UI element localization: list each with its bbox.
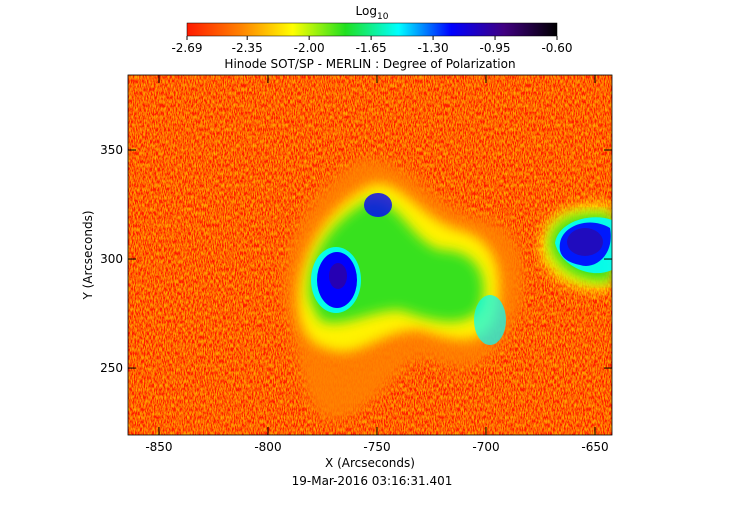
- colorbar-label-text: Log: [356, 4, 377, 18]
- map-region: [474, 295, 506, 345]
- plot-frame: [127, 74, 613, 436]
- colorbar-tick-label: -1.30: [418, 41, 449, 55]
- colorbar-tick-label: -2.00: [294, 41, 325, 55]
- colorbar-label: Log10: [356, 4, 389, 22]
- x-tick-label: -700: [472, 440, 499, 454]
- colorbar-tick-label: -1.65: [356, 41, 387, 55]
- heatmap-image: [128, 75, 612, 435]
- y-tick-label: 250: [100, 361, 123, 375]
- map-region: [364, 193, 392, 217]
- x-axis-title: X (Arcseconds): [325, 456, 415, 470]
- colorbar-tick-label: -2.35: [232, 41, 263, 55]
- x-tick-label: -800: [254, 440, 281, 454]
- y-axis-title: Y (Arcseconds): [81, 210, 95, 300]
- y-tick-label: 350: [100, 143, 123, 157]
- x-tick-label: -850: [145, 440, 172, 454]
- colorbar: [186, 22, 558, 37]
- x-tick-label: -650: [581, 440, 608, 454]
- colorbar-tick-label: -0.95: [480, 41, 511, 55]
- x-tick-label: -750: [363, 440, 390, 454]
- timestamp: 19-Mar-2016 03:16:31.401: [292, 474, 453, 488]
- colorbar-label-subscript: 10: [377, 12, 389, 22]
- y-tick-label: 300: [100, 252, 123, 266]
- chart-title: Hinode SOT/SP - MERLIN : Degree of Polar…: [224, 57, 515, 71]
- map-region: [329, 263, 347, 289]
- colorbar-tick-label: -2.69: [171, 41, 202, 55]
- colorbar-tick-label: -0.60: [541, 41, 572, 55]
- map-region: [567, 228, 603, 256]
